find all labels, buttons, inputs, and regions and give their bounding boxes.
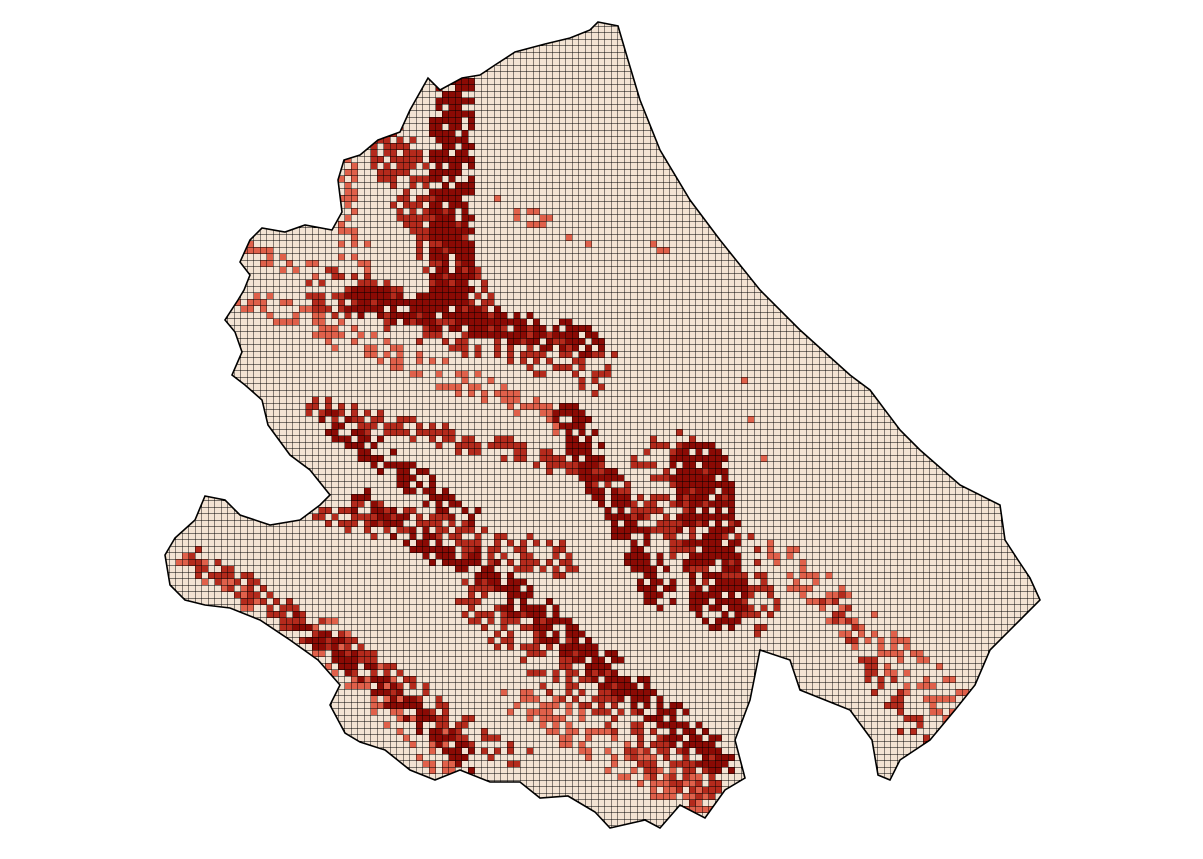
grid-cell-high xyxy=(396,110,403,117)
grid-cell-high xyxy=(383,117,390,124)
grid-cell-high xyxy=(370,130,377,137)
grid-cell-medium xyxy=(949,721,956,728)
grid-cell-very-high xyxy=(442,78,449,85)
grid-cell-medium xyxy=(331,162,338,169)
grid-cell-high xyxy=(929,754,936,761)
grid-cell-medium xyxy=(949,728,956,735)
grid-cell-high xyxy=(357,117,364,124)
grid-cell-high xyxy=(370,117,377,124)
grid-cell-high xyxy=(910,754,917,761)
grid-cell-high xyxy=(351,130,358,137)
grid-cell-very-high xyxy=(448,65,455,72)
grid-cell-medium xyxy=(962,708,969,715)
grid-cell-medium xyxy=(975,734,982,741)
grid-cell-high xyxy=(390,117,397,124)
grid-cell-medium xyxy=(962,734,969,741)
region-outline xyxy=(164,21,1041,830)
grid-cell-high xyxy=(390,123,397,130)
grid-cell-high xyxy=(383,110,390,117)
grid-cell-medium xyxy=(981,721,988,728)
grid-cell-high xyxy=(357,136,364,143)
grid-cell-high xyxy=(377,123,384,130)
grid-cell-high xyxy=(377,117,384,124)
grid-cell-high xyxy=(923,760,930,767)
grid-cell-medium xyxy=(975,728,982,735)
grid-cell-very-high xyxy=(442,71,449,78)
grid-cell-medium xyxy=(962,702,969,709)
grid-cell-medium xyxy=(975,702,982,709)
grid-cell-very-high xyxy=(448,71,455,78)
grid-cell-high xyxy=(383,123,390,130)
grid-cell-high xyxy=(357,110,364,117)
grid-cell-high xyxy=(936,767,943,774)
grid-cell-medium xyxy=(708,812,715,819)
grid-cell-high xyxy=(370,104,377,111)
